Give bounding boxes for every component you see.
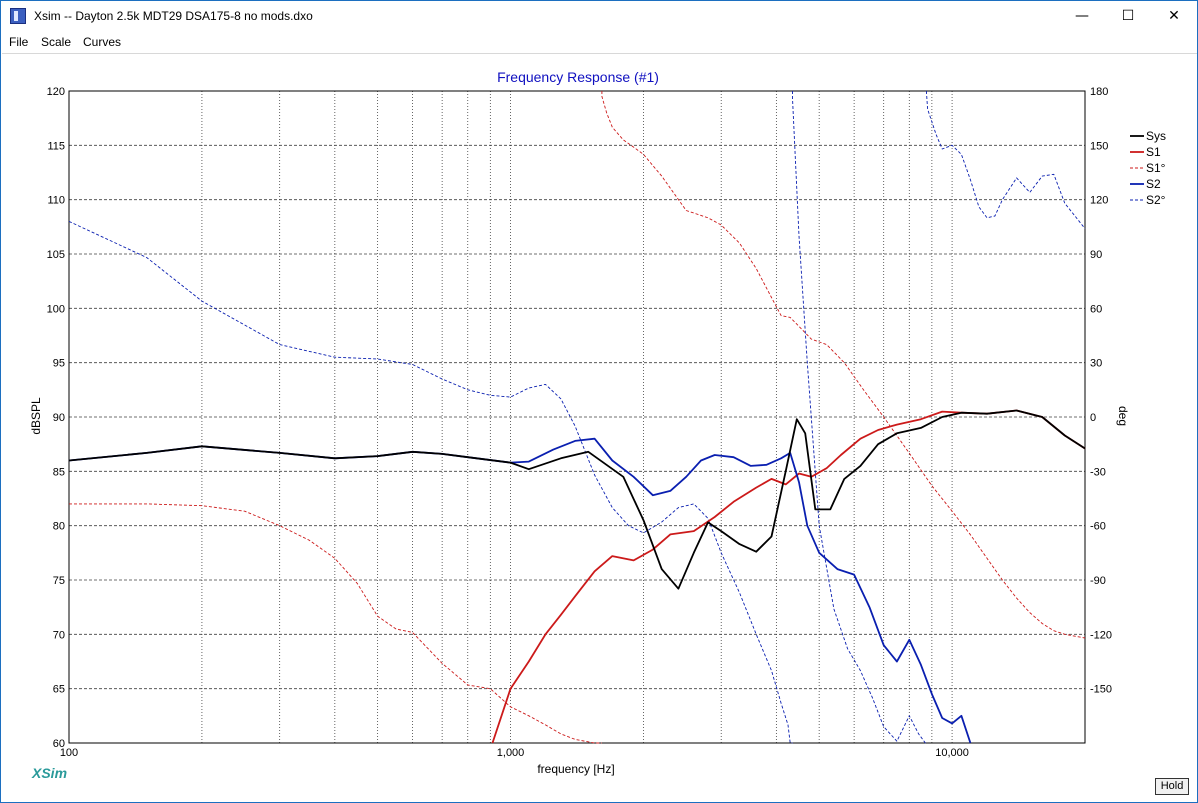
curve-s1-phase (601, 91, 1086, 639)
curve-s2-phase (926, 91, 1086, 229)
y-tick-label: 70 (53, 629, 65, 641)
y-tick-label: 115 (47, 140, 65, 152)
y-tick-label: 105 (47, 249, 65, 261)
curve-s2-phase (68, 220, 793, 744)
close-button[interactable]: ✕ (1168, 8, 1180, 24)
chart-title: Frequency Response (#1) (497, 69, 659, 85)
y-tick-label: 90 (53, 412, 65, 424)
x-tick-label: 10,000 (935, 747, 969, 759)
hold-button[interactable]: Hold (1155, 778, 1189, 795)
maximize-button[interactable]: ☐ (1121, 8, 1135, 24)
legend-label: S1° (1146, 161, 1166, 175)
y2-tick-label: -150 (1090, 684, 1112, 696)
y2-tick-label: 90 (1090, 249, 1102, 261)
y2-tick-label: 30 (1090, 358, 1102, 370)
curve-s2 (68, 437, 972, 744)
x-tick-label: 1,000 (497, 747, 525, 759)
y2-tick-label: -90 (1090, 575, 1106, 587)
menu-scale[interactable]: Scale (41, 35, 72, 49)
y-axis-label: dBSPL (29, 397, 43, 435)
y2-tick-label: 0 (1090, 412, 1096, 424)
legend[interactable]: Sys S1 S1° S2 S2° (1130, 129, 1166, 207)
plot-border (68, 90, 1086, 744)
y2-tick-label: -60 (1090, 521, 1106, 533)
y2-tick-label: -120 (1090, 629, 1112, 641)
y2-tick-label: 120 (1090, 195, 1108, 207)
tick-labels: 100 1,000 10,000 120 115 110 105 100 95 90 85 80 75 7… (47, 86, 1112, 759)
y2-tick-label: 60 (1090, 303, 1102, 315)
xsim-app-icon[interactable] (10, 8, 26, 24)
y2-tick-label: 150 (1090, 140, 1108, 152)
x-axis-label: frequency [Hz] (537, 762, 614, 776)
y-tick-label: 100 (47, 303, 65, 315)
legend-label: S1 (1146, 145, 1161, 159)
menu-file[interactable]: File (9, 35, 29, 49)
curve-s1-phase (69, 503, 602, 744)
y-tick-label: 85 (53, 466, 65, 478)
legend-label: Sys (1146, 129, 1166, 143)
y-tick-label: 75 (53, 575, 65, 587)
legend-label: S2° (1146, 193, 1166, 207)
y2-tick-label: 180 (1090, 86, 1108, 98)
y-tick-label: 65 (53, 684, 65, 696)
y-tick-label: 110 (47, 195, 65, 207)
y2-tick-label: -30 (1090, 466, 1106, 478)
window-title: Xsim -- Dayton 2.5k MDT29 DSA175-8 no mo… (34, 9, 313, 23)
curve-s2-phase (792, 91, 927, 744)
y2-axis-label: deg (1116, 406, 1130, 426)
y-tick-label: 95 (53, 358, 65, 370)
xsim-logo: XSim (32, 765, 68, 781)
minimize-button[interactable]: — (1075, 8, 1089, 24)
menu-curves[interactable]: Curves (83, 35, 122, 49)
title-bar[interactable]: Xsim -- Dayton 2.5k MDT29 DSA175-8 no mo… (1, 1, 1197, 32)
x-tick-label: 100 (60, 747, 78, 759)
curve-sys (68, 409, 1086, 590)
grid (69, 91, 1085, 743)
legend-label: S2 (1146, 177, 1161, 191)
y-tick-label: 80 (53, 521, 65, 533)
curves (68, 91, 1086, 744)
menu-bar: File Scale Curves (1, 32, 1197, 52)
y-tick-label: 60 (53, 738, 65, 750)
chart-area: 100 1,000 10,000 120 115 110 105 100 95 90 85 80 75 7… (2, 53, 1197, 802)
plot-frame (68, 90, 1086, 744)
y-tick-label: 120 (47, 86, 65, 98)
frequency-response-chart[interactable]: 100 1,000 10,000 120 115 110 105 100 95 90 85 80 75 7… (2, 54, 1197, 803)
